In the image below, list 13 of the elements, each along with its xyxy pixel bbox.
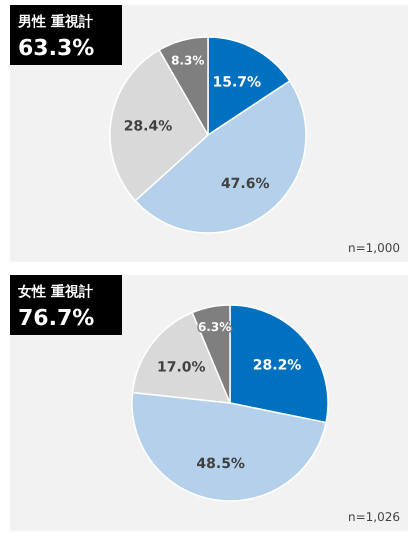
data-label: 17.0% [157,360,206,376]
text: n=1,026 [348,510,400,524]
data-label: 15.7% [212,74,262,90]
chart-subtitle: 63.3% [18,36,94,61]
data-label: 47.6% [220,176,270,192]
data-label: 28.2% [252,358,302,374]
data-label: 28.4% [124,118,172,134]
chart-subtitle: 76.7% [18,306,94,331]
chart-title: 男性 重視計 [17,13,93,30]
text: n=1,000 [348,241,400,255]
data-label: 48.5% [196,456,245,472]
data-label: 8.3% [171,53,204,68]
chart-title: 女性 重視計 [17,283,93,300]
